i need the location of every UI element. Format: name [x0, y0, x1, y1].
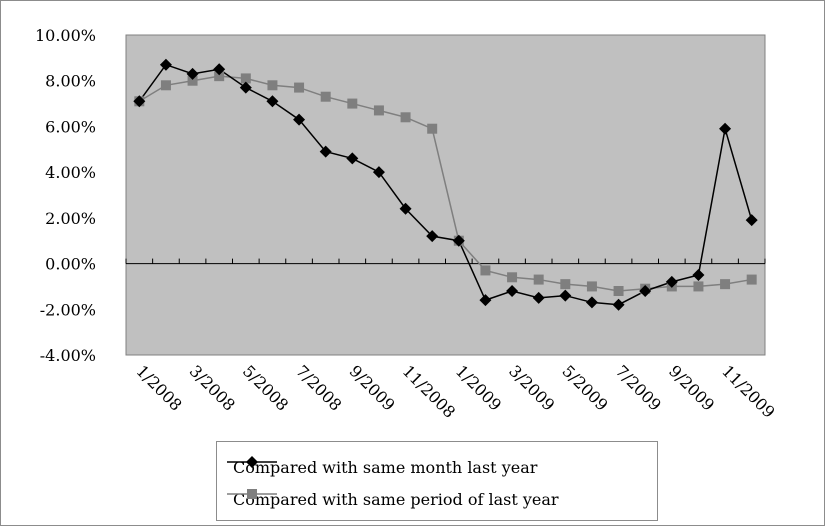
- data-point-series-2: [720, 279, 731, 290]
- data-point-series-2: [294, 82, 305, 93]
- data-point-series-1: [186, 67, 199, 80]
- data-point-series-1: [266, 95, 279, 108]
- y-tick-label: 0.00%: [45, 255, 96, 274]
- data-point-series-2: [586, 281, 597, 292]
- data-point-series-1: [612, 298, 625, 311]
- x-tick-label: 3/2008: [186, 361, 239, 414]
- data-point-series-2: [533, 274, 544, 285]
- x-tick-label: 9/2009: [665, 361, 718, 414]
- y-tick-label: 2.00%: [45, 209, 96, 228]
- x-tick-label: 5/2009: [558, 361, 611, 414]
- data-point-series-2: [320, 91, 331, 102]
- y-tick-label: 4.00%: [45, 163, 96, 182]
- data-point-series-2: [187, 75, 198, 86]
- data-point-series-2: [560, 279, 571, 290]
- data-point-series-2: [427, 123, 438, 134]
- data-point-series-1: [319, 145, 332, 158]
- data-point-series-1: [665, 275, 678, 288]
- x-tick-label: 11/2008: [399, 361, 459, 421]
- y-tick-label: -2.00%: [40, 300, 96, 319]
- data-point-series-1: [293, 113, 306, 126]
- data-point-series-1: [159, 58, 172, 71]
- x-tick-label: 11/2009: [718, 361, 778, 421]
- x-tick-label: 1/2008: [132, 361, 185, 414]
- data-point-series-1: [133, 95, 146, 108]
- data-point-series-1: [213, 63, 226, 76]
- x-tick-label: 7/2009: [612, 361, 665, 414]
- data-point-series-1: [745, 214, 758, 227]
- data-point-series-2: [373, 105, 384, 116]
- data-point-series-1: [372, 166, 385, 179]
- data-point-series-1: [559, 289, 572, 302]
- x-tick-label: 3/2009: [505, 361, 558, 414]
- legend-label-series-1: Compared with same month last year: [233, 457, 538, 477]
- y-tick-label: -4.00%: [40, 346, 96, 365]
- y-tick-label: 10.00%: [35, 26, 96, 45]
- data-point-series-1: [532, 291, 545, 304]
- data-point-series-1: [452, 234, 465, 247]
- data-point-series-2: [160, 80, 171, 91]
- x-tick-label: 5/2008: [239, 361, 292, 414]
- plot-area: [125, 34, 766, 356]
- data-point-series-2: [400, 112, 411, 123]
- legend-item-series-2: Compared with same period of last year: [227, 486, 559, 512]
- data-point-series-2: [746, 274, 757, 285]
- legend-label-series-2: Compared with same period of last year: [233, 489, 559, 509]
- data-point-series-1: [239, 81, 252, 94]
- data-point-series-1: [506, 285, 519, 297]
- data-point-series-2: [507, 272, 518, 283]
- y-tick-label: 6.00%: [45, 117, 96, 136]
- data-point-series-2: [693, 281, 704, 292]
- data-point-series-1: [719, 122, 732, 135]
- data-point-series-1: [585, 296, 598, 309]
- data-point-series-2: [214, 71, 225, 82]
- data-point-series-2: [480, 265, 491, 276]
- data-point-series-2: [240, 73, 251, 84]
- data-point-series-1: [479, 294, 492, 307]
- data-point-series-1: [426, 230, 439, 243]
- data-point-series-2: [347, 98, 358, 109]
- x-tick-label: 7/2008: [292, 361, 345, 414]
- legend-key-series-1: [227, 456, 277, 468]
- data-point-series-1: [639, 285, 652, 297]
- legend-key-series-2: [227, 489, 277, 499]
- data-point-series-1: [399, 202, 412, 215]
- chart-legend: Compared with same month last year Compa…: [216, 441, 658, 521]
- data-point-series-1: [692, 269, 705, 281]
- data-point-series-2: [267, 80, 278, 91]
- data-point-series-1: [346, 152, 359, 165]
- data-point-series-2: [613, 286, 624, 296]
- x-tick-label: 9/2009: [345, 361, 398, 414]
- legend-item-series-1: Compared with same month last year: [227, 454, 537, 480]
- y-tick-label: 8.00%: [45, 72, 96, 91]
- x-tick-label: 1/2009: [452, 361, 505, 414]
